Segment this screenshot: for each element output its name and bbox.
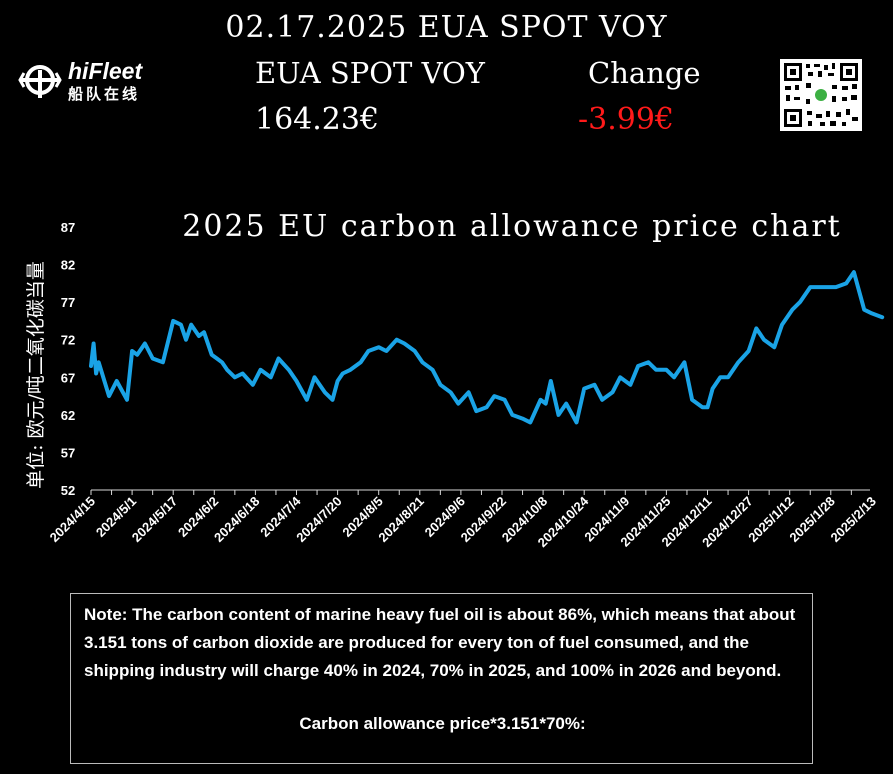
qr-code-icon [784,63,858,127]
x-tick-label: 2024/4/15 [47,494,99,546]
y-tick-label: 67 [61,370,75,385]
qr-code [780,59,862,131]
logo-name: hiFleet [68,58,143,84]
y-tick-label: 72 [61,333,75,348]
series-line [89,270,885,425]
y-tick-label: 87 [61,220,75,235]
y-tick-label: 52 [61,483,75,498]
x-tick-label: 2024/8/21 [375,494,427,546]
hifleet-logo: hiFleet 船队在线 [18,58,168,103]
x-axis: 2024/4/152024/5/12024/5/172024/6/22024/6… [47,489,880,550]
hifleet-logo-icon [18,65,62,98]
y-tick-label: 77 [61,295,75,310]
y-tick-label: 82 [61,258,75,273]
change-label: Change [588,56,701,90]
spot-price-label: EUA SPOT VOY [255,56,485,90]
x-tick-label: 2024/7/20 [293,494,345,546]
y-axis-label: 单位: 欧元/吨二氧化碳当量 [25,261,47,489]
price-chart: 2025 EU carbon allowance price chart 单位:… [25,209,885,550]
y-axis: 52 57 62 67 72 77 82 87 [61,220,75,498]
note-text: Note: The carbon content of marine heavy… [84,605,796,680]
formula-text: Carbon allowance price*3.151*70%: [299,714,586,733]
note-box: Note: The carbon content of marine heavy… [70,593,813,764]
series-group [89,270,885,425]
chart-title: 2025 EU carbon allowance price chart [182,209,842,244]
y-tick-label: 57 [61,445,75,460]
x-tick-label: 2025/2/13 [828,494,880,546]
y-tick-label: 62 [61,408,75,423]
x-tick-label: 2024/6/18 [211,494,263,546]
page-title: 02.17.2025 EUA SPOT VOY [225,10,668,45]
spot-price-value: 164.23€ [255,102,380,137]
change-value: -3.99€ [578,102,675,137]
x-tick-label: 2024/5/17 [129,494,181,546]
logo-name-cn: 船队在线 [68,86,141,103]
